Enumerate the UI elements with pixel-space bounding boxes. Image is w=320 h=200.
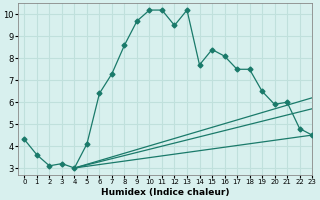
X-axis label: Humidex (Indice chaleur): Humidex (Indice chaleur) [101, 188, 229, 197]
